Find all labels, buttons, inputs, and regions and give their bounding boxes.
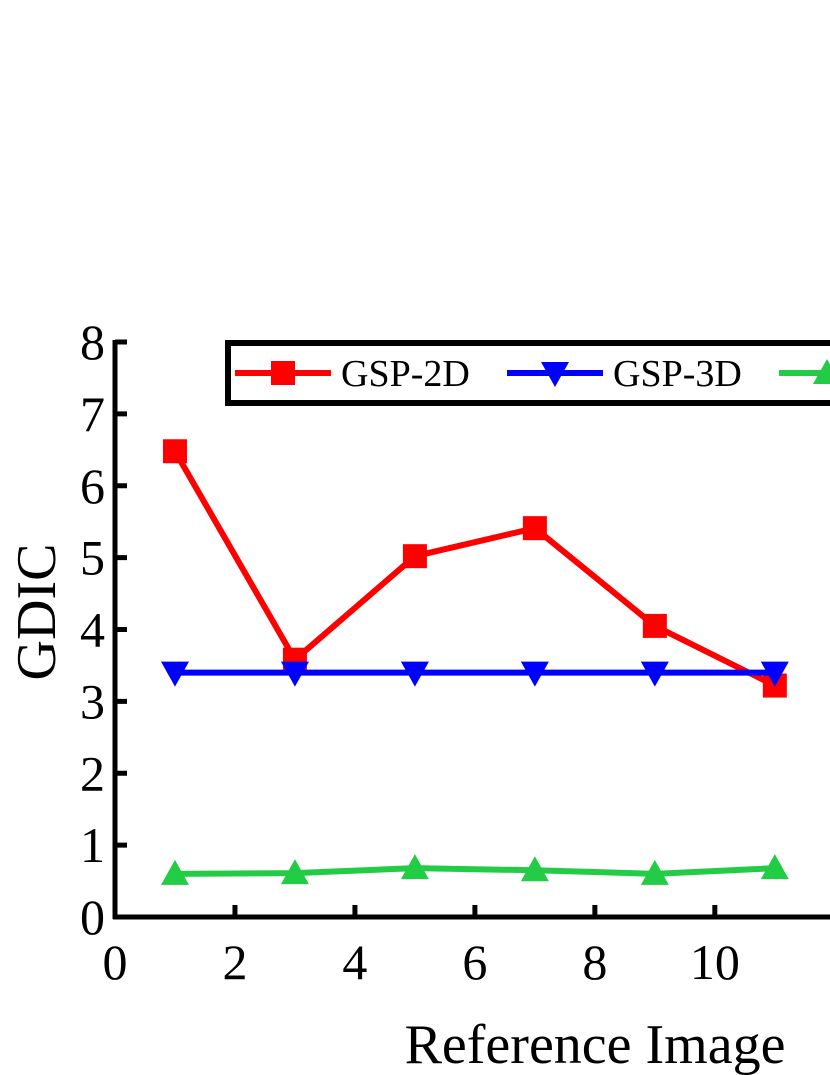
marker [162, 439, 187, 464]
x-tick-label: 0 [103, 934, 128, 990]
marker [280, 859, 309, 885]
y-tick-label: 3 [80, 673, 105, 729]
marker [760, 661, 789, 687]
x-tick-label: 8 [582, 934, 607, 990]
y-tick-label: 0 [80, 889, 105, 945]
marker [541, 362, 569, 387]
marker [402, 544, 427, 569]
y-tick-label: 7 [80, 386, 105, 442]
marker [160, 859, 189, 885]
marker [640, 661, 669, 687]
marker [280, 661, 309, 687]
marker [522, 516, 547, 541]
y-tick-label: 5 [80, 530, 105, 586]
series-line [174, 865, 775, 877]
marker [400, 661, 429, 687]
marker [160, 661, 189, 687]
legend: GSP-2D GSP-3D [225, 340, 830, 406]
y-tick-label: 1 [80, 817, 105, 873]
marker [640, 859, 669, 885]
marker [520, 856, 549, 882]
y-tick-label: 2 [80, 745, 105, 801]
y-tick-label: 6 [80, 458, 105, 514]
y-axis-title: GDIC [6, 544, 68, 681]
marker [520, 661, 549, 687]
y-tick-label: 4 [80, 602, 105, 658]
marker [642, 613, 667, 638]
marker [400, 854, 429, 880]
marker [760, 854, 789, 880]
x-tick-label: 6 [462, 934, 487, 990]
legend-label: GSP-3D [613, 353, 742, 395]
x-axis-title: Reference Image [405, 1014, 786, 1075]
marker [271, 361, 295, 385]
x-tick-label: 4 [342, 934, 367, 990]
y-tick-label: 8 [80, 314, 105, 370]
legend-label: GSP-2D [341, 353, 470, 395]
marker [813, 359, 830, 384]
x-tick-label: 2 [222, 934, 247, 990]
series-line [172, 449, 777, 689]
x-tick-label: 10 [690, 934, 740, 990]
